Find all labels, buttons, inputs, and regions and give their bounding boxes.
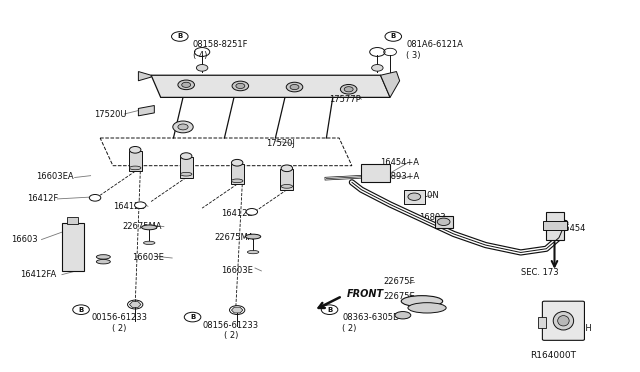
Circle shape bbox=[290, 84, 299, 90]
Polygon shape bbox=[129, 302, 141, 307]
Ellipse shape bbox=[97, 255, 110, 259]
Circle shape bbox=[134, 202, 146, 209]
Text: R164000T: R164000T bbox=[531, 350, 576, 360]
Circle shape bbox=[372, 64, 383, 71]
Bar bbox=[362, 164, 390, 182]
Polygon shape bbox=[138, 71, 151, 81]
Bar bbox=[67, 217, 79, 224]
Circle shape bbox=[236, 83, 245, 89]
Circle shape bbox=[408, 193, 420, 201]
Ellipse shape bbox=[247, 250, 259, 254]
Text: 22675F: 22675F bbox=[384, 278, 415, 286]
Text: 16440N: 16440N bbox=[406, 191, 439, 200]
Ellipse shape bbox=[232, 179, 243, 183]
Circle shape bbox=[281, 165, 292, 171]
Circle shape bbox=[129, 147, 141, 153]
Circle shape bbox=[182, 82, 191, 87]
Circle shape bbox=[178, 124, 188, 130]
Text: 08363-6305D
( 2): 08363-6305D ( 2) bbox=[342, 313, 400, 333]
Text: 16893+A: 16893+A bbox=[381, 172, 420, 181]
Text: 16412E: 16412E bbox=[221, 209, 253, 218]
Ellipse shape bbox=[281, 185, 292, 188]
Text: B: B bbox=[79, 307, 84, 313]
Text: 16603E: 16603E bbox=[132, 253, 164, 263]
Circle shape bbox=[178, 80, 195, 90]
Ellipse shape bbox=[401, 296, 443, 307]
Polygon shape bbox=[151, 75, 390, 97]
Text: B: B bbox=[327, 307, 332, 313]
Circle shape bbox=[344, 87, 353, 92]
Circle shape bbox=[437, 218, 450, 225]
Text: 17577P: 17577P bbox=[330, 95, 362, 104]
Circle shape bbox=[180, 153, 192, 160]
Text: 22675MA: 22675MA bbox=[215, 233, 254, 242]
Text: 08156-61233
( 2): 08156-61233 ( 2) bbox=[203, 321, 259, 340]
Polygon shape bbox=[232, 307, 243, 313]
Bar bbox=[129, 151, 141, 171]
Bar bbox=[404, 190, 424, 204]
Circle shape bbox=[196, 64, 208, 71]
Polygon shape bbox=[62, 223, 84, 271]
Circle shape bbox=[246, 209, 257, 215]
Text: 16454+A: 16454+A bbox=[381, 157, 420, 167]
Text: 16412E: 16412E bbox=[113, 202, 145, 211]
Text: B: B bbox=[190, 314, 195, 320]
Bar bbox=[543, 221, 567, 230]
Text: 16603: 16603 bbox=[11, 235, 38, 244]
Text: 00156-61233
( 2): 00156-61233 ( 2) bbox=[92, 313, 147, 333]
Text: 22675E: 22675E bbox=[384, 292, 415, 301]
Text: 08158-8251F
( 4): 08158-8251F ( 4) bbox=[193, 40, 248, 60]
Ellipse shape bbox=[143, 241, 155, 244]
Bar bbox=[435, 215, 452, 228]
Text: 16440H: 16440H bbox=[559, 324, 592, 333]
FancyBboxPatch shape bbox=[542, 301, 584, 340]
Ellipse shape bbox=[246, 234, 260, 239]
Text: 16412F: 16412F bbox=[27, 195, 58, 203]
Text: 081A6-6121A
( 3): 081A6-6121A ( 3) bbox=[406, 40, 463, 60]
Text: 22675MA: 22675MA bbox=[122, 222, 162, 231]
Circle shape bbox=[232, 81, 248, 91]
Ellipse shape bbox=[97, 260, 110, 264]
Polygon shape bbox=[381, 71, 399, 97]
Text: 16454: 16454 bbox=[559, 224, 586, 233]
Ellipse shape bbox=[129, 166, 141, 170]
Polygon shape bbox=[138, 106, 154, 116]
Bar bbox=[180, 157, 193, 177]
Text: 16603E: 16603E bbox=[221, 266, 253, 275]
Text: SEC. 173: SEC. 173 bbox=[521, 268, 558, 277]
Text: B: B bbox=[177, 33, 182, 39]
Ellipse shape bbox=[141, 225, 157, 230]
Text: 17520U: 17520U bbox=[94, 109, 126, 119]
Text: 16603EA: 16603EA bbox=[36, 172, 74, 181]
Text: FRONT: FRONT bbox=[347, 289, 384, 299]
Circle shape bbox=[232, 160, 243, 166]
Text: 16412FA: 16412FA bbox=[20, 270, 57, 279]
Ellipse shape bbox=[553, 311, 573, 330]
Bar bbox=[546, 212, 564, 240]
Ellipse shape bbox=[408, 303, 446, 313]
Ellipse shape bbox=[180, 172, 192, 176]
Bar bbox=[538, 317, 545, 328]
Circle shape bbox=[340, 84, 357, 94]
Circle shape bbox=[286, 82, 303, 92]
Text: 16803: 16803 bbox=[419, 213, 445, 222]
Circle shape bbox=[90, 195, 100, 201]
Text: B: B bbox=[390, 33, 396, 39]
Ellipse shape bbox=[395, 311, 411, 319]
Circle shape bbox=[173, 121, 193, 133]
Text: 17520J: 17520J bbox=[266, 139, 294, 148]
Ellipse shape bbox=[557, 315, 569, 326]
Bar bbox=[231, 164, 244, 184]
Bar bbox=[280, 169, 293, 190]
